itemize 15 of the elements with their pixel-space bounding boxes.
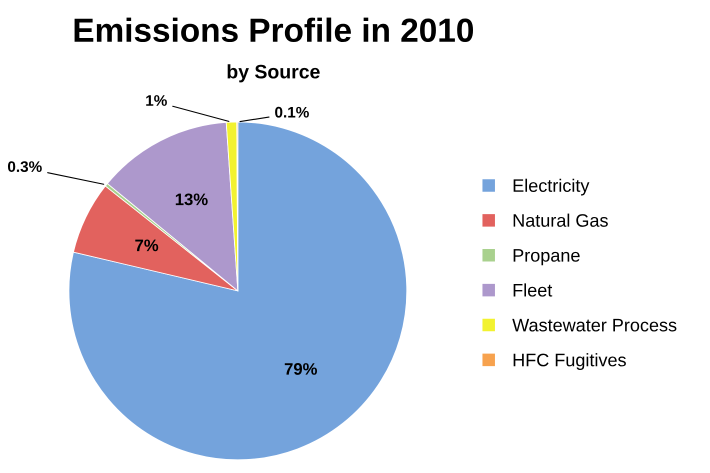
legend-label: Wastewater Process [512, 318, 676, 332]
chart-title: Emissions Profile in 2010 [74, 18, 474, 42]
data-label: 79% [284, 363, 317, 375]
pie-slice [68, 122, 408, 460]
data-label: 7% [135, 239, 158, 252]
legend-label: Fleet [514, 283, 552, 297]
data-label: 0.3% [8, 161, 42, 172]
data-label: 13% [176, 193, 208, 206]
data-label: 0.1% [275, 106, 309, 118]
legend-label: Natural Gas [514, 214, 608, 227]
data-label: 1% [146, 95, 167, 106]
chart-subtitle: by Source [228, 64, 320, 82]
legend-label: HFC Fugitives [514, 353, 626, 370]
legend-label: Propane [514, 249, 580, 266]
legend-label: Electricity [514, 178, 590, 196]
